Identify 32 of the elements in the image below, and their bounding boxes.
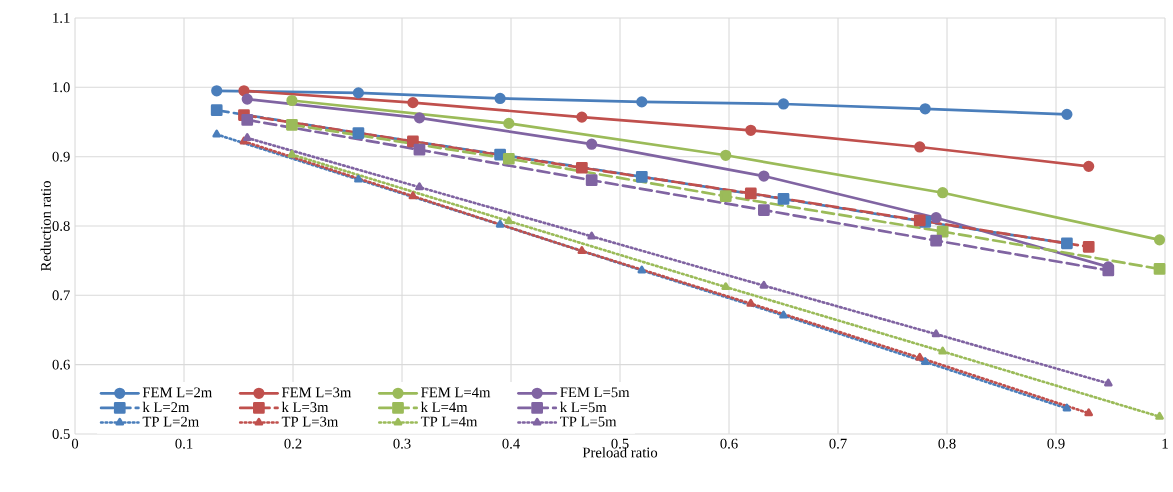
x-axis-title: Preload ratio: [582, 447, 658, 458]
legend-label: TP L=5m: [560, 416, 617, 427]
legend-label: FEM L=2m: [142, 387, 212, 398]
x-tick-label: 0: [71, 438, 79, 449]
y-tick-label: 0.5: [52, 429, 70, 439]
x-tick-label: 0.2: [284, 438, 302, 449]
x-tick-label: 0.7: [829, 438, 847, 449]
legend-label: FEM L=4m: [421, 387, 491, 398]
y-tick-label: 1.1: [53, 13, 70, 23]
legend-label: TP L=3m: [281, 416, 339, 427]
y-tick-label: 1.0: [53, 82, 70, 93]
legend-label: TP L=4m: [420, 416, 478, 427]
legend-label: FEM L=3m: [281, 387, 352, 398]
x-tick-label: 0.3: [393, 438, 411, 449]
legend-label: k L=2m: [142, 401, 190, 413]
y-axis-title: Reduction ratio: [40, 181, 51, 271]
y-tick-label: 0.9: [52, 151, 70, 162]
legend-label: TP L=2m: [142, 416, 199, 427]
x-tick-label: 1: [1162, 438, 1168, 449]
x-tick-label: 0.5: [611, 438, 629, 449]
legend-label: k L=3m: [281, 401, 329, 413]
x-tick-label: 0.1: [175, 438, 193, 449]
y-tick-label: 0.8: [52, 221, 70, 231]
y-tick-label: 0.7: [52, 290, 70, 301]
y-tick-label: 0.6: [52, 359, 70, 370]
x-tick-label: 0.6: [720, 438, 738, 449]
x-tick-label: 0.9: [1047, 438, 1065, 449]
legend-label: FEM L=5m: [560, 387, 630, 398]
x-tick-label: 0.8: [938, 438, 956, 449]
legend-label: k L=4m: [420, 401, 468, 413]
x-tick-label: 0.4: [502, 438, 520, 449]
legend-label: k L=5m: [560, 401, 607, 413]
